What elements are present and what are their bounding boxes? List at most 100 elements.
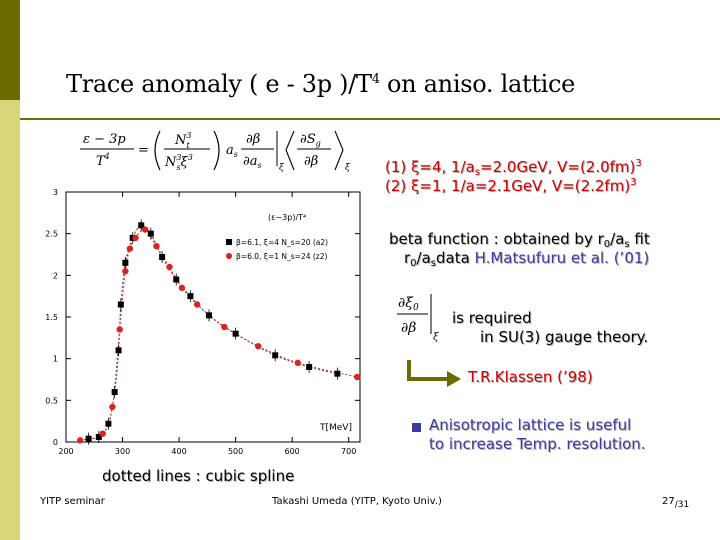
formula-dsg: ∂Sg <box>300 132 321 148</box>
aniso-line-1: Anisotropic lattice is useful <box>429 416 632 434</box>
formula-right-angle <box>334 130 344 171</box>
y-tick-label: 1 <box>53 355 58 364</box>
x-tick-label: 500 <box>228 447 243 456</box>
black-series-point <box>272 352 279 359</box>
red-series-point <box>294 359 302 367</box>
formula-as: as <box>226 143 238 159</box>
beta-function-line-2: r0/asdata H.Matsufuru et al. (’01) <box>404 249 650 269</box>
footer-page: 27/31 <box>662 496 690 510</box>
red-series-point <box>353 373 361 381</box>
black-series-point <box>173 276 180 283</box>
formula-xi-sub: ξ <box>279 163 285 173</box>
trace-anomaly-plot: 200 300 400 500 600 700 0 0.5 1 1.5 2 2.5 3 (ε−3p)/T… <box>45 188 361 456</box>
dxi-xi-sub: ξ <box>433 332 439 343</box>
x-tick-label: 200 <box>58 447 73 456</box>
bullet-icon <box>412 423 421 432</box>
formula-equals: = <box>138 143 149 158</box>
red-series-point <box>178 284 186 292</box>
black-series-point <box>95 434 102 440</box>
beta-function-line-1: beta function : obtained by r0/as fit <box>389 230 650 250</box>
red-series-point <box>255 342 262 350</box>
black-series-point <box>111 389 118 395</box>
aniso-line-2: to increase Temp. resolution. <box>429 435 646 453</box>
black-series-point <box>117 301 124 308</box>
red-series-point <box>141 226 149 233</box>
title-rule <box>20 118 720 120</box>
red-series-point <box>153 242 160 250</box>
x-tick-label: 300 <box>115 447 130 456</box>
legend-marker-red <box>226 253 232 259</box>
black-series-point <box>147 230 154 237</box>
params-line-1: (1) ξ=4, 1/as=2.0GeV, V=(2.0fm)3 <box>385 158 642 178</box>
formula-ns3xi3: N3 sξ3 <box>164 153 193 172</box>
y-tick-label: 0 <box>53 438 58 447</box>
footer-left: YITP seminar <box>40 496 105 507</box>
red-series-point <box>99 430 106 437</box>
dbeta-den: ∂β <box>401 320 416 336</box>
red-series-point <box>116 326 123 333</box>
slide-title: Trace anomaly ( e - 3p )/T4 on aniso. la… <box>66 70 575 98</box>
red-series-point <box>126 245 134 252</box>
formula-nt3: N3 t <box>174 131 191 150</box>
params-line-2: (2) ξ=1, 1/a=2.1GeV, V=(2.2fm)3 <box>385 177 637 195</box>
sidebar-light-band <box>0 100 20 540</box>
formula-xi-sub2: ξ <box>345 163 351 173</box>
matsufuru-reference: H.Matsufuru et al. (’01) <box>474 249 650 267</box>
formula-dbeta2: ∂β <box>304 154 318 169</box>
sidebar-decoration <box>0 0 20 540</box>
black-series-point <box>105 420 112 427</box>
formula-das: ∂as <box>243 154 262 170</box>
black-series-point <box>122 259 129 266</box>
black-series-point <box>85 435 92 442</box>
formula-lhs-num: ε − 3p <box>83 132 126 147</box>
y-tick-label: 1.5 <box>45 313 58 322</box>
black-series-point <box>206 312 213 319</box>
x-tick-label: 700 <box>341 447 356 456</box>
red-series-point <box>221 323 228 331</box>
x-tick-label: 400 <box>171 447 186 456</box>
required-line-1: is required <box>452 309 532 327</box>
legend-label: β=6.1, ξ=4 N_s=20 (a2) <box>236 238 328 247</box>
footer-center: Takashi Umeda (YITP, Kyoto Univ.) <box>272 496 442 507</box>
formula-right-paren <box>213 130 220 171</box>
y-tick-label: 2 <box>53 271 58 280</box>
plot-legend: β=6.1, ξ=4 N_s=20 (a2) β=6.0, ξ=1 N_s=24 … <box>226 238 328 261</box>
black-series-point <box>159 254 166 260</box>
plot-frame <box>65 191 361 443</box>
dxi-dbeta-formula: ∂ξ0 ∂β ξ <box>397 294 439 343</box>
klassen-reference: T.R.Klassen (’98) <box>468 368 593 386</box>
y-tick-label: 2.5 <box>45 230 58 239</box>
y-tick-label: 0.5 <box>45 396 58 405</box>
title-sup: 4 <box>371 72 380 87</box>
black-series-point <box>334 370 341 377</box>
trace-anomaly-formula: ε − 3p T4 = N3 t N3 sξ3 as ∂β ∂as ξ ∂Sg ∂β… <box>80 130 351 173</box>
formula-lhs-den: T4 <box>96 152 110 169</box>
red-series-point <box>193 301 201 308</box>
red-series-point <box>109 403 116 411</box>
dotted-lines-note: dotted lines : cubic spline <box>102 467 295 485</box>
red-series-point <box>166 263 173 271</box>
title-tail: on aniso. lattice <box>379 70 576 98</box>
plot-ylabel: (ε−3p)/T⁴ <box>268 213 306 222</box>
black-series-point <box>232 330 239 337</box>
dxi-num: ∂ξ0 <box>398 295 419 313</box>
black-series-point <box>115 347 122 354</box>
legend-marker-black <box>226 239 232 245</box>
red-series-point <box>132 234 139 242</box>
y-tick-label: 3 <box>53 188 58 197</box>
formula-dbeta: ∂β <box>246 132 260 147</box>
black-series-point <box>187 293 194 300</box>
x-tick-label: 600 <box>285 447 300 456</box>
required-line-2: in SU(3) gauge theory. <box>480 328 649 346</box>
klassen-arrow-icon <box>407 360 461 387</box>
black-series-point <box>138 222 145 229</box>
legend-label: β=6.0, ξ=1 N_s=24 (z2) <box>236 252 328 261</box>
black-series-point <box>306 364 313 370</box>
red-series-point <box>76 437 84 444</box>
formula-left-paren <box>154 130 161 171</box>
red-series-point <box>122 267 129 275</box>
formula-left-angle <box>285 130 295 171</box>
title-main: Trace anomaly ( e - 3p )/T <box>66 70 372 98</box>
sidebar-dark-band <box>0 0 20 100</box>
plot-xlabel: T[MeV] <box>319 423 352 433</box>
